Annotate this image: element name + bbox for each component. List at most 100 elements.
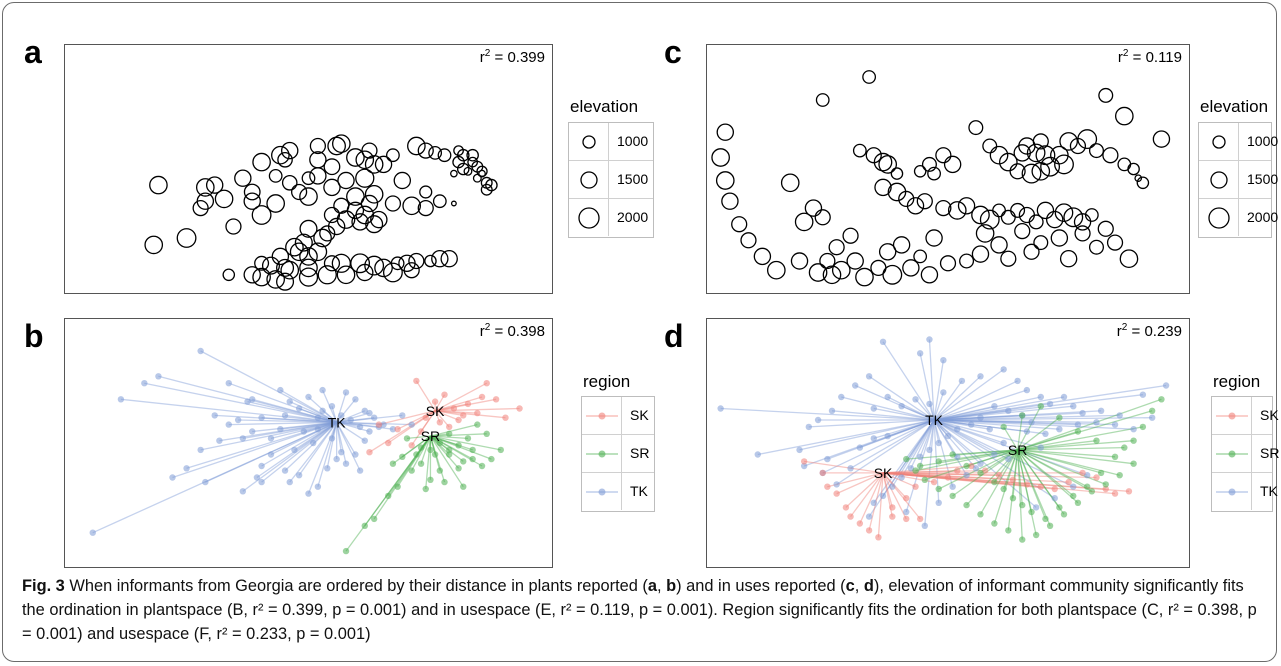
- spider-line-tk: [934, 419, 1032, 423]
- r2-label: r2 = 0.398: [480, 322, 545, 340]
- data-point-sr: [1019, 536, 1026, 543]
- spider-line-sr: [364, 435, 431, 527]
- data-point-tk: [338, 449, 345, 456]
- data-point-tk: [884, 432, 891, 440]
- spider-line-sr: [1017, 449, 1134, 465]
- data-point: [766, 260, 786, 280]
- spider-line-tk: [317, 421, 337, 430]
- data-point: [1127, 162, 1140, 176]
- spider-line-sr: [430, 435, 473, 451]
- spider-line-tk: [252, 421, 337, 433]
- data-point-sk: [441, 391, 448, 398]
- data-point: [281, 174, 298, 191]
- spider-line-tk: [335, 422, 342, 453]
- data-point-sr: [1056, 504, 1063, 511]
- data-point: [920, 266, 939, 284]
- spider-line-sk: [397, 410, 436, 430]
- data-point-sk: [944, 474, 952, 481]
- data-point-tk: [277, 426, 284, 433]
- data-point-sr: [1148, 407, 1156, 414]
- spider-line-sr: [1017, 410, 1153, 451]
- data-point: [740, 232, 757, 249]
- spider-line-sr: [1016, 415, 1023, 450]
- spider-line-tk: [933, 419, 990, 430]
- data-point: [299, 258, 318, 278]
- spider-line-sk: [836, 472, 884, 495]
- data-point-tk: [314, 426, 322, 433]
- data-point-tk: [1116, 412, 1123, 419]
- data-point-tk: [870, 499, 877, 506]
- data-point: [214, 189, 234, 209]
- data-point: [842, 227, 859, 244]
- spider-line-tk: [247, 400, 337, 423]
- data-point-sr: [1130, 437, 1137, 444]
- data-point: [870, 259, 887, 277]
- centroid-label-tk: TK: [328, 414, 347, 430]
- data-point-tk: [342, 389, 350, 396]
- legend-item: 1000: [1247, 133, 1279, 149]
- data-point-tk: [239, 488, 247, 495]
- data-point-sr: [394, 483, 401, 490]
- data-point-sk: [800, 458, 808, 465]
- spider-line-sk: [435, 410, 478, 414]
- spider-line-sk: [882, 472, 916, 488]
- spider-line-sr: [430, 435, 473, 460]
- spider-line-sk: [378, 410, 436, 426]
- data-point: [301, 171, 316, 186]
- legend-item: TK: [1260, 483, 1278, 499]
- plot-frame: [64, 44, 553, 294]
- spider-line-tk: [887, 396, 935, 421]
- data-point: [453, 145, 464, 156]
- data-point-tk: [361, 437, 368, 444]
- data-point-tk: [1111, 421, 1119, 428]
- data-point-tk: [1042, 430, 1049, 437]
- data-point: [450, 169, 458, 178]
- spider-line-tk: [873, 407, 935, 421]
- data-point: [998, 152, 1018, 172]
- data-point-sr: [455, 442, 462, 449]
- data-point-sr: [389, 460, 397, 467]
- data-point: [281, 141, 299, 160]
- data-point: [374, 155, 393, 174]
- data-point: [407, 136, 426, 156]
- data-point-tk: [300, 428, 308, 435]
- spider-line-sk: [882, 472, 949, 479]
- data-point-sr: [469, 446, 476, 454]
- data-point: [370, 210, 388, 229]
- data-point-tk: [796, 446, 803, 454]
- data-point-sr: [474, 421, 481, 428]
- spider-line-sr: [993, 449, 1019, 524]
- data-point-tk: [1060, 393, 1068, 401]
- data-point: [299, 219, 318, 238]
- data-point: [1084, 208, 1099, 222]
- data-point-sr: [1056, 414, 1063, 421]
- data-point: [285, 237, 304, 257]
- data-point: [268, 168, 283, 183]
- data-point-tk: [366, 409, 373, 417]
- data-point-tk: [944, 432, 952, 440]
- data-point-sr: [478, 462, 486, 470]
- data-point-sk: [1111, 490, 1119, 497]
- data-point-tk: [884, 393, 891, 401]
- data-point: [299, 247, 318, 266]
- data-point-tk: [926, 446, 933, 454]
- data-point: [361, 142, 378, 159]
- data-point-sr: [912, 467, 919, 474]
- data-point: [753, 247, 772, 266]
- data-point-tk: [1079, 409, 1086, 417]
- data-point: [271, 145, 290, 165]
- spider-line-sk: [435, 407, 520, 412]
- spider-line-sr: [1017, 449, 1088, 488]
- data-point-sr: [417, 460, 425, 467]
- data-point: [243, 192, 261, 210]
- data-point: [252, 152, 271, 172]
- spider-line-tk: [186, 421, 337, 469]
- data-point-tk: [408, 421, 415, 428]
- data-point-tk: [1023, 428, 1031, 435]
- data-point: [878, 243, 897, 261]
- spider-line-sr: [397, 435, 431, 488]
- data-point: [1000, 250, 1017, 267]
- spider-line-sr: [1017, 398, 1162, 451]
- data-point-tk: [889, 483, 896, 490]
